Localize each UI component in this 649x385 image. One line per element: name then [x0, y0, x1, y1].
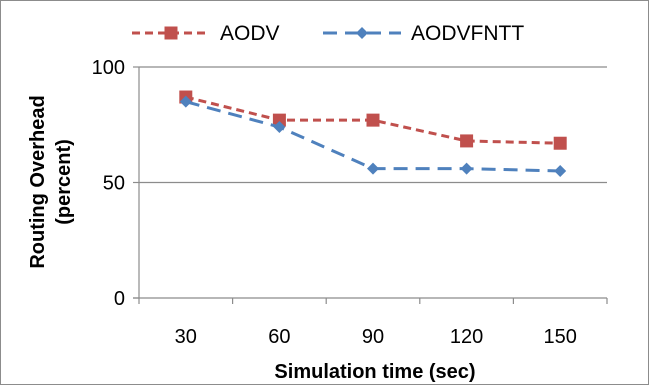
- data-point: [179, 95, 192, 108]
- x-tick-label: 30: [175, 326, 197, 348]
- legend-marker: [164, 26, 178, 40]
- legend: AODV AODVFNTT: [132, 22, 524, 45]
- series-line: [185, 95, 561, 145]
- axes: [133, 66, 608, 304]
- y-axis-title-line-2: (percent): [53, 139, 75, 225]
- x-axis-title: Simulation time (sec): [274, 361, 475, 383]
- series-aodv: [179, 90, 567, 150]
- data-point: [460, 134, 474, 148]
- y-tick-label: 0: [114, 288, 125, 310]
- data-point: [366, 113, 380, 127]
- x-tick-label: 60: [268, 326, 290, 348]
- legend-label: AODVFNTT: [411, 22, 524, 45]
- series-group: [179, 90, 567, 177]
- x-tick-label: 120: [450, 326, 483, 348]
- legend-label: AODV: [220, 22, 280, 45]
- data-point: [460, 162, 473, 175]
- y-tick-labels: 0 50 100: [92, 57, 125, 310]
- y-axis-title: Routing Overhead (percent): [27, 95, 75, 268]
- data-point: [273, 121, 286, 134]
- gridlines: [139, 66, 607, 184]
- data-point: [272, 113, 286, 127]
- x-tick-label: 150: [544, 326, 577, 348]
- series-aodvfntt: [179, 95, 567, 177]
- y-tick-label: 50: [103, 173, 125, 195]
- x-tick-label: 90: [362, 326, 384, 348]
- data-point: [367, 162, 379, 175]
- legend-item-aodvfntt: AODVFNTT: [323, 22, 524, 45]
- data-point: [553, 136, 567, 150]
- y-axis-title-line-1: Routing Overhead: [27, 95, 49, 268]
- legend-item-aodv: AODV: [132, 22, 280, 45]
- legend-marker: [356, 27, 368, 39]
- data-point: [554, 164, 567, 177]
- x-tick-labels: 30 60 90 120 150: [175, 326, 577, 348]
- y-tick-label: 100: [92, 57, 125, 79]
